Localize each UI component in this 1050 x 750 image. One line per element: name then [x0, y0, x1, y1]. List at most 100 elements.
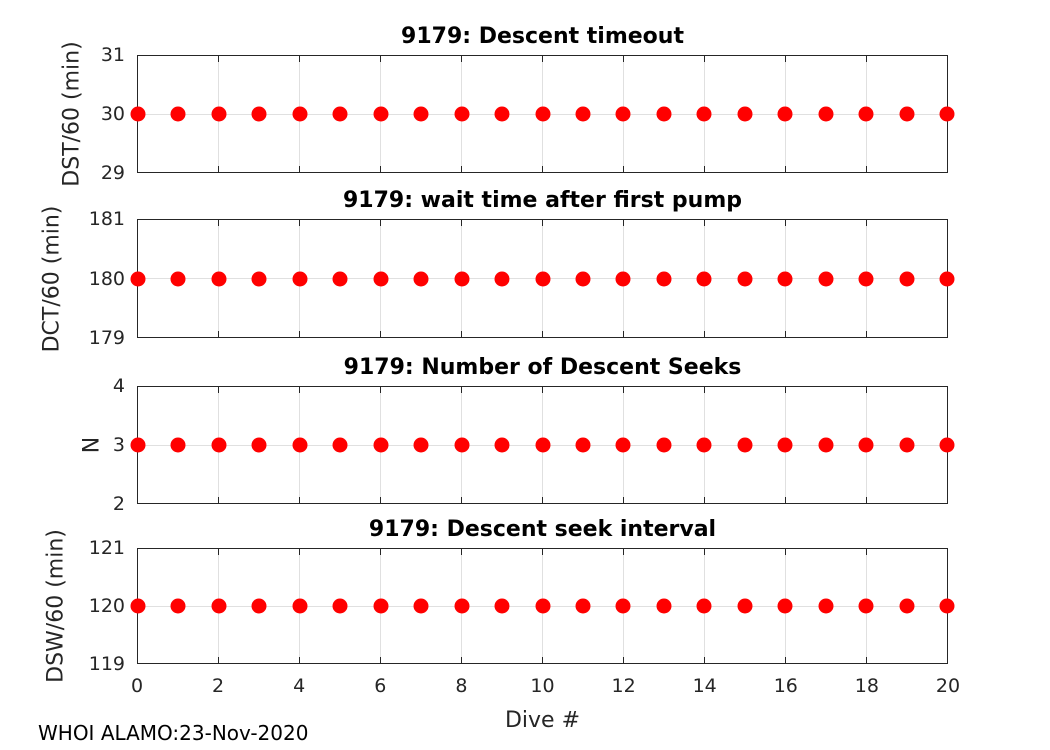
- data-point: [130, 437, 146, 453]
- x-tick-label: 4: [293, 675, 306, 697]
- data-point: [413, 437, 429, 453]
- x-tick-mark: [299, 331, 301, 337]
- data-point: [494, 598, 510, 614]
- x-tick-label: 6: [374, 675, 387, 697]
- x-tick-mark: [461, 220, 463, 226]
- y-tick-label: 30: [100, 103, 125, 125]
- x-tick-mark: [461, 657, 463, 663]
- x-tick-mark: [865, 657, 867, 663]
- plot-axes: [130, 219, 955, 338]
- data-point: [211, 598, 227, 614]
- y-axis-label: DCT/60 (min): [39, 205, 65, 352]
- data-point: [615, 598, 631, 614]
- data-point: [170, 437, 186, 453]
- data-point: [413, 106, 429, 122]
- x-tick-mark: [461, 166, 463, 172]
- x-tick-mark: [380, 331, 382, 337]
- x-tick-mark: [299, 166, 301, 172]
- x-tick-mark: [461, 56, 463, 62]
- data-point: [818, 106, 834, 122]
- plot-title: 9179: wait time after first pump: [342, 188, 742, 213]
- x-tick-mark: [622, 657, 624, 663]
- x-tick-mark: [622, 549, 624, 555]
- x-tick-mark: [380, 220, 382, 226]
- data-point: [696, 106, 712, 122]
- x-tick-mark: [703, 166, 705, 172]
- data-point: [818, 437, 834, 453]
- x-tick-mark: [380, 387, 382, 393]
- x-tick-mark: [542, 497, 543, 503]
- x-tick-mark: [542, 166, 543, 172]
- x-tick-mark: [380, 166, 382, 172]
- x-tick-mark: [299, 657, 301, 663]
- data-point: [373, 437, 389, 453]
- x-tick-mark: [218, 56, 220, 62]
- x-tick-mark: [299, 497, 301, 503]
- data-point: [130, 271, 146, 286]
- data-point: [251, 106, 267, 122]
- x-tick-mark: [218, 387, 220, 393]
- data-point: [777, 598, 793, 614]
- x-tick-mark: [461, 549, 463, 555]
- data-point: [454, 598, 470, 614]
- data-point: [818, 598, 834, 614]
- data-point: [737, 106, 753, 122]
- data-point: [737, 437, 753, 453]
- plot-axes: [130, 548, 955, 664]
- data-point: [170, 271, 186, 286]
- y-tick-label: 121: [88, 537, 125, 559]
- y-axis-label: N: [79, 436, 105, 454]
- data-point: [332, 598, 348, 614]
- data-point: [777, 271, 793, 286]
- data-point: [899, 598, 915, 614]
- x-tick-mark: [703, 657, 705, 663]
- x-tick-label: 20: [935, 675, 961, 697]
- x-tick-label: 16: [773, 675, 798, 697]
- data-point: [899, 271, 915, 286]
- data-point: [615, 271, 631, 286]
- x-tick-label: 0: [130, 675, 144, 697]
- data-point: [292, 437, 308, 453]
- data-point: [899, 437, 915, 453]
- data-point: [656, 598, 672, 614]
- data-point: [211, 271, 227, 286]
- data-point: [575, 271, 591, 286]
- data-point: [535, 271, 550, 286]
- x-tick-mark: [865, 166, 867, 172]
- x-tick-label: 8: [455, 675, 468, 697]
- data-point: [575, 598, 591, 614]
- data-point: [332, 271, 348, 286]
- x-tick-mark: [784, 549, 786, 555]
- x-tick-mark: [461, 497, 463, 503]
- y-tick-label: 31: [100, 44, 125, 66]
- data-point: [454, 437, 470, 453]
- x-tick-mark: [542, 331, 543, 337]
- x-tick-mark: [542, 220, 543, 226]
- x-tick-mark: [784, 166, 786, 172]
- data-point: [292, 106, 308, 122]
- data-point: [939, 106, 955, 122]
- data-point: [535, 437, 550, 453]
- x-tick-mark: [380, 549, 382, 555]
- x-tick-mark: [380, 497, 382, 503]
- data-point: [292, 598, 308, 614]
- data-point: [251, 271, 267, 286]
- y-tick-label: 181: [88, 208, 125, 230]
- x-tick-mark: [218, 497, 220, 503]
- data-point: [251, 598, 267, 614]
- plot-title: 9179: Descent seek interval: [368, 517, 717, 542]
- data-point: [332, 437, 348, 453]
- data-point: [373, 106, 389, 122]
- data-point: [292, 271, 308, 286]
- data-point: [373, 271, 389, 286]
- data-point: [494, 271, 510, 286]
- y-tick-label: 120: [88, 595, 125, 617]
- data-point: [494, 437, 510, 453]
- data-point: [858, 271, 874, 286]
- data-point: [777, 437, 793, 453]
- x-tick-mark: [703, 549, 705, 555]
- data-point: [211, 106, 227, 122]
- data-point: [170, 106, 186, 122]
- x-tick-mark: [703, 56, 705, 62]
- x-tick-mark: [784, 56, 786, 62]
